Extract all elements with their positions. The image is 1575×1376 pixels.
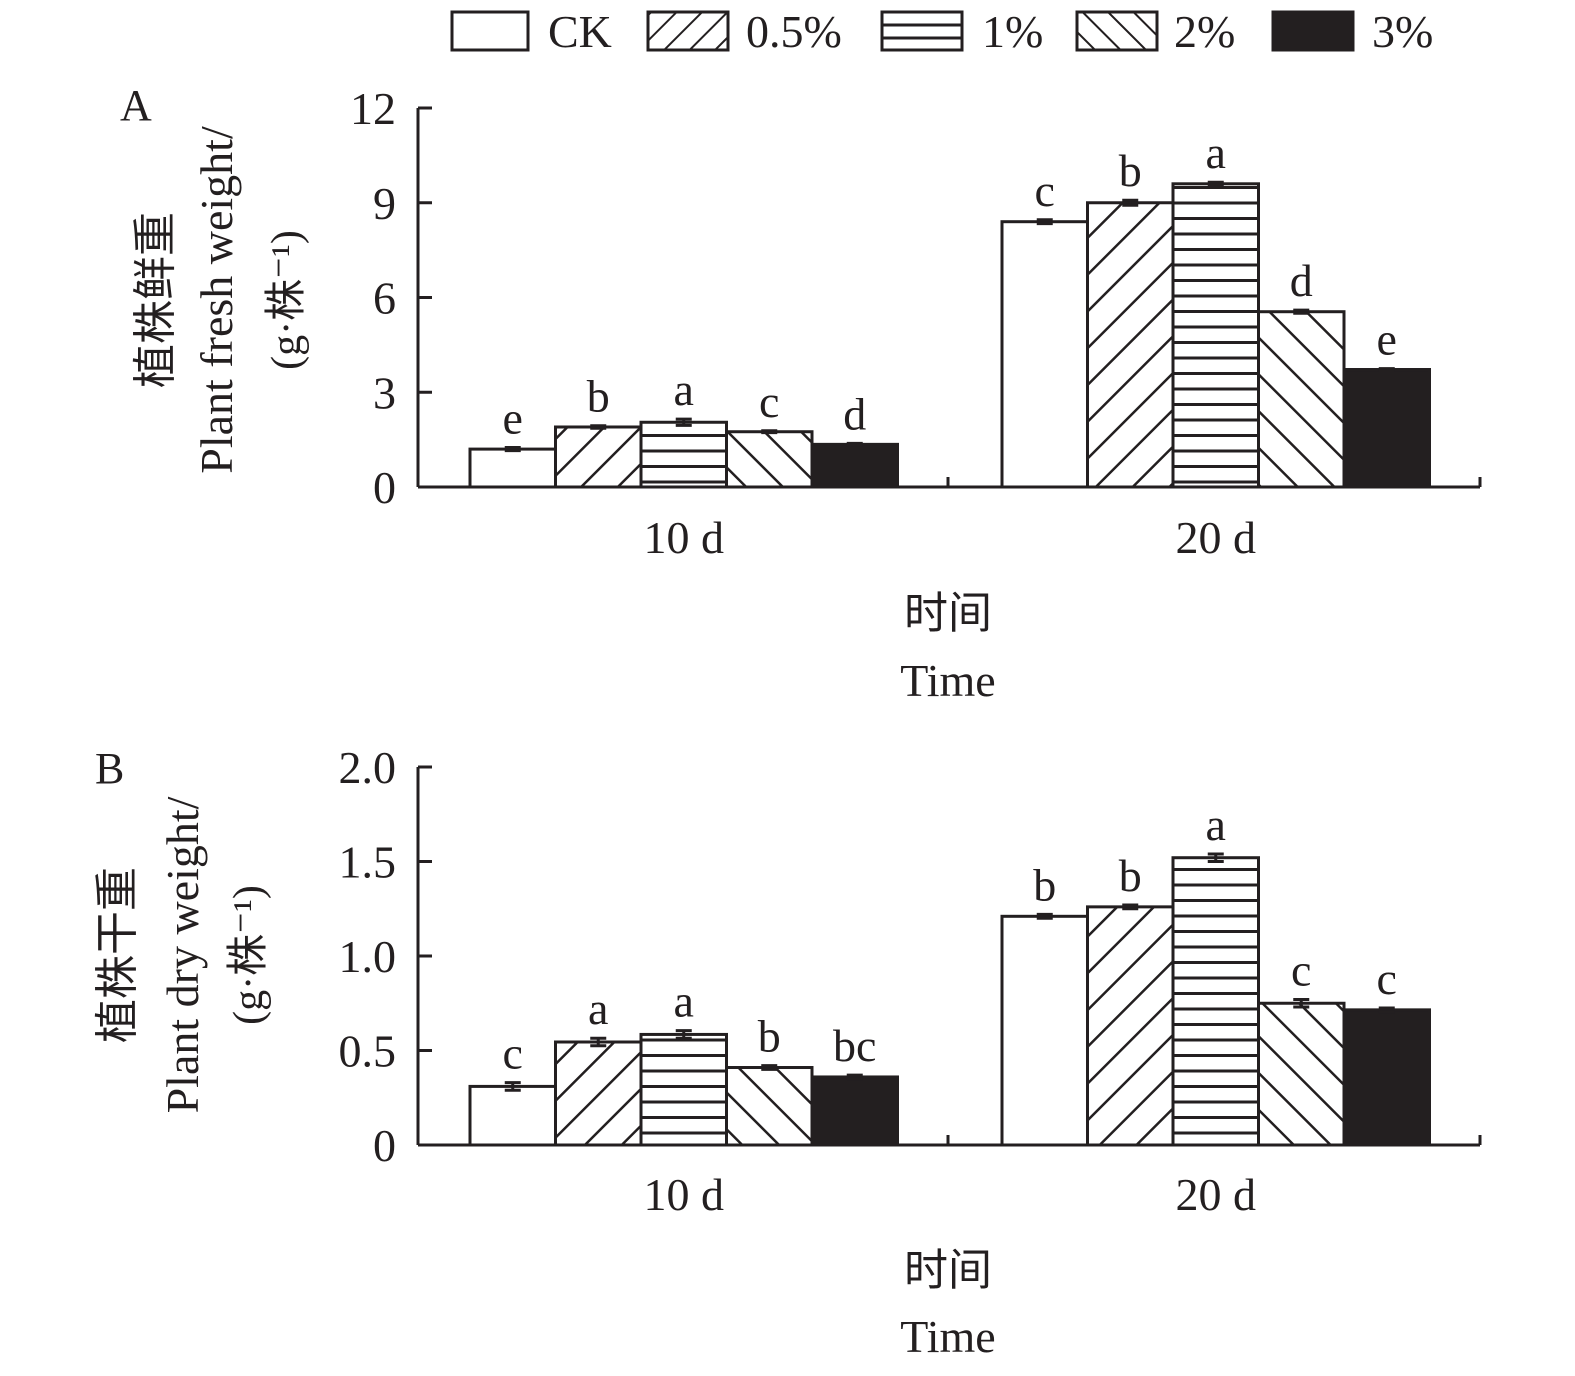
legend-item-2: 2% — [1075, 6, 1235, 57]
panel-b-plot: 0 0.5 1.0 1.5 2.0 c a a b bc 10 d b b a c c 20 d — [339, 742, 1482, 1220]
significance-letter: a — [1206, 127, 1226, 178]
bar — [554, 1040, 643, 1147]
panel-b-xlabel-cn: 时间 — [904, 1246, 992, 1295]
significance-letter: c — [1377, 953, 1397, 1004]
panel-a-ylabel-en: Plant fresh weight/ — [191, 126, 242, 474]
legend-label-ck: CK — [548, 6, 612, 57]
y-tick-label: 9 — [373, 178, 396, 229]
significance-letter: a — [674, 976, 694, 1027]
x-tick-label: 20 d — [1176, 1169, 1257, 1220]
significance-letter: d — [1290, 255, 1313, 306]
panel-b: B 植株干重 Plant dry weight/ (g·株⁻¹) 时间 Time… — [93, 742, 1482, 1362]
panel-b-label: B — [95, 744, 124, 793]
significance-letter: b — [587, 371, 610, 422]
panel-a-label: A — [120, 81, 152, 130]
significance-letter: b — [1119, 850, 1142, 901]
bar — [1086, 905, 1175, 1147]
panel-a-ylabel-cn: 植株鲜重 — [131, 212, 180, 388]
significance-letter: e — [503, 393, 523, 444]
y-tick-label: 1.5 — [339, 837, 397, 888]
significance-letter: c — [1035, 165, 1055, 216]
significance-letter: bc — [833, 1020, 876, 1071]
bar — [1000, 220, 1089, 489]
x-tick-label: 10 d — [644, 1169, 725, 1220]
panel-b-ylabel-unit: (g·株⁻¹) — [226, 885, 272, 1025]
bar — [1257, 310, 1346, 489]
legend-label-1: 1% — [982, 6, 1043, 57]
bar — [725, 430, 814, 489]
bar — [1086, 201, 1175, 489]
bar — [1000, 914, 1089, 1147]
panel-a-ylabel-unit: (g·株⁻¹) — [264, 230, 310, 370]
bar — [810, 1075, 899, 1147]
legend-item-ck: CK — [450, 6, 612, 57]
bar — [468, 447, 557, 489]
significance-letter: b — [1119, 145, 1142, 196]
y-tick-label: 0 — [373, 1120, 396, 1171]
y-tick-label: 0.5 — [339, 1026, 397, 1077]
y-tick-label: 2.0 — [339, 742, 397, 793]
panel-a-xlabel-cn: 时间 — [904, 589, 992, 638]
bar — [639, 1032, 728, 1147]
legend-item-3: 3% — [1271, 6, 1433, 57]
legend-swatch-ck — [450, 10, 530, 52]
legend-item-1: 1% — [880, 6, 1043, 57]
significance-letter: a — [1206, 799, 1226, 850]
significance-letter: b — [758, 1011, 781, 1062]
legend-label-2: 2% — [1174, 6, 1235, 57]
legend-label-3: 3% — [1372, 6, 1433, 57]
bar — [468, 1084, 557, 1147]
panel-a-xlabel-en: Time — [900, 655, 995, 706]
legend-swatch-1 — [880, 10, 964, 52]
panel-b-xlabel-en: Time — [900, 1311, 995, 1362]
legend-swatch-3 — [1271, 10, 1355, 52]
significance-letter: e — [1377, 314, 1397, 365]
significance-letter: c — [503, 1028, 523, 1079]
legend-swatch-2 — [1075, 10, 1159, 52]
panel-a-plot: 0 3 6 9 12 e b a c d 10 d c b a d e 20 d — [350, 83, 1482, 563]
bar — [1257, 1001, 1346, 1147]
legend-swatch-0-5 — [646, 10, 730, 52]
significance-letter: a — [588, 983, 608, 1034]
y-tick-label: 1.0 — [339, 931, 397, 982]
bar — [1171, 856, 1260, 1147]
bar — [1342, 368, 1431, 489]
significance-letter: b — [1033, 859, 1056, 910]
bar — [1342, 1008, 1431, 1147]
significance-letter: c — [759, 376, 779, 427]
y-tick-label: 6 — [373, 273, 396, 324]
bar — [1171, 182, 1260, 489]
bar — [639, 420, 728, 489]
panel-a: A 植株鲜重 Plant fresh weight/ (g·株⁻¹) 时间 Ti… — [120, 81, 1482, 706]
x-tick-label: 20 d — [1176, 512, 1257, 563]
significance-letter: d — [843, 388, 866, 439]
bar — [554, 425, 643, 489]
x-tick-label: 10 d — [644, 512, 725, 563]
legend-item-0-5: 0.5% — [646, 6, 842, 57]
y-tick-label: 3 — [373, 367, 396, 418]
bar — [810, 442, 899, 489]
legend: CK 0.5% 1% 2% 3% — [450, 6, 1433, 57]
y-tick-label: 0 — [373, 462, 396, 513]
significance-letter: c — [1291, 944, 1311, 995]
bar — [725, 1066, 814, 1147]
panel-b-ylabel-cn: 植株干重 — [93, 867, 142, 1043]
y-tick-label: 12 — [350, 83, 396, 134]
legend-label-0-5: 0.5% — [746, 6, 842, 57]
significance-letter: a — [674, 364, 694, 415]
panel-b-ylabel-en: Plant dry weight/ — [157, 796, 208, 1113]
